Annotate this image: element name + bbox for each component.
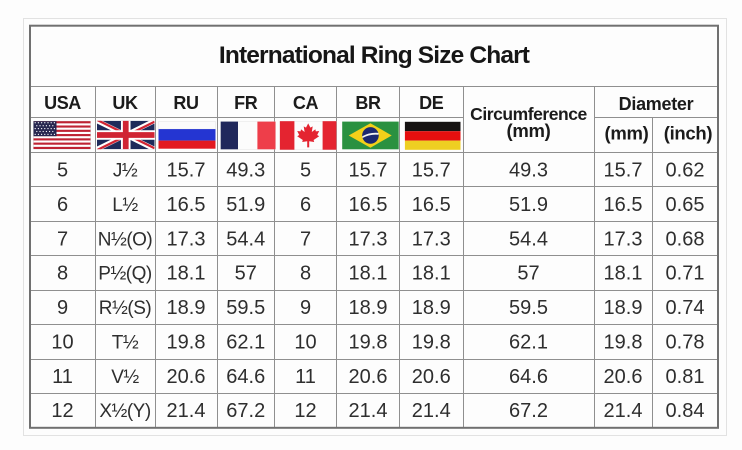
svg-text:19.8: 19.8 (349, 332, 388, 354)
svg-text:0.74: 0.74 (666, 297, 705, 319)
svg-text:RU: RU (173, 93, 198, 113)
svg-text:21.4: 21.4 (604, 400, 643, 422)
svg-text:0.71: 0.71 (666, 263, 705, 285)
svg-text:J½: J½ (113, 161, 138, 182)
svg-text:0.84: 0.84 (666, 400, 705, 422)
svg-text:8: 8 (300, 263, 311, 285)
svg-text:49.3: 49.3 (226, 160, 265, 182)
svg-text:0.65: 0.65 (666, 194, 705, 216)
svg-text:17.3: 17.3 (412, 228, 451, 250)
svg-text:51.9: 51.9 (509, 194, 548, 216)
svg-text:67.2: 67.2 (226, 400, 265, 422)
svg-text:9: 9 (57, 297, 68, 319)
svg-text:International Ring Size Chart: International Ring Size Chart (219, 42, 530, 69)
svg-text:18.1: 18.1 (349, 263, 388, 285)
svg-text:0.68: 0.68 (666, 228, 705, 250)
svg-text:17.3: 17.3 (167, 228, 206, 250)
svg-text:10: 10 (51, 332, 73, 354)
svg-text:59.5: 59.5 (509, 297, 548, 319)
svg-text:X½(Y): X½(Y) (99, 401, 151, 422)
svg-text:15.7: 15.7 (412, 160, 451, 182)
svg-text:7: 7 (300, 228, 311, 250)
svg-text:16.5: 16.5 (349, 194, 388, 216)
svg-text:5: 5 (57, 160, 68, 182)
svg-text:8: 8 (57, 263, 68, 285)
svg-text:18.9: 18.9 (349, 297, 388, 319)
svg-text:51.9: 51.9 (226, 194, 265, 216)
svg-text:18.9: 18.9 (412, 297, 451, 319)
svg-text:18.9: 18.9 (604, 297, 643, 319)
svg-text:59.5: 59.5 (226, 297, 265, 319)
svg-text:54.4: 54.4 (509, 228, 548, 250)
svg-text:21.4: 21.4 (167, 400, 206, 422)
svg-text:(mm): (mm) (506, 120, 550, 141)
svg-text:54.4: 54.4 (226, 228, 265, 250)
svg-text:16.5: 16.5 (604, 194, 643, 216)
svg-text:UK: UK (112, 93, 138, 113)
svg-text:18.9: 18.9 (167, 297, 206, 319)
svg-text:(inch): (inch) (664, 123, 713, 144)
svg-text:19.8: 19.8 (167, 332, 206, 354)
svg-text:DE: DE (419, 93, 444, 113)
svg-text:57: 57 (235, 263, 257, 285)
svg-text:11: 11 (295, 366, 316, 388)
svg-text:16.5: 16.5 (412, 194, 451, 216)
svg-text:Circumference: Circumference (470, 104, 587, 124)
svg-text:17.3: 17.3 (604, 228, 643, 250)
svg-text:62.1: 62.1 (226, 332, 265, 354)
svg-text:67.2: 67.2 (509, 400, 548, 422)
svg-text:15.7: 15.7 (167, 160, 206, 182)
svg-text:7: 7 (57, 228, 68, 250)
svg-text:15.7: 15.7 (349, 160, 388, 182)
svg-text:5: 5 (300, 160, 311, 182)
svg-text:21.4: 21.4 (412, 400, 451, 422)
svg-text:0.78: 0.78 (666, 332, 705, 354)
svg-text:19.8: 19.8 (604, 332, 643, 354)
svg-text:CA: CA (293, 93, 319, 113)
svg-text:18.1: 18.1 (412, 263, 451, 285)
svg-text:T½: T½ (112, 333, 139, 354)
svg-text:V½: V½ (111, 367, 139, 388)
svg-text:57: 57 (517, 263, 539, 285)
svg-text:USA: USA (44, 93, 81, 113)
svg-text:6: 6 (300, 194, 311, 216)
svg-text:18.1: 18.1 (604, 263, 643, 285)
svg-text:49.3: 49.3 (509, 160, 548, 182)
svg-text:(mm): (mm) (604, 123, 648, 144)
svg-text:0.62: 0.62 (666, 160, 705, 182)
svg-text:15.7: 15.7 (604, 160, 643, 182)
svg-text:N½(O): N½(O) (98, 229, 153, 250)
svg-text:16.5: 16.5 (167, 194, 206, 216)
svg-text:9: 9 (300, 297, 311, 319)
svg-text:18.1: 18.1 (167, 263, 206, 285)
svg-text:64.6: 64.6 (509, 366, 548, 388)
svg-text:R½(S): R½(S) (99, 298, 152, 319)
svg-text:20.6: 20.6 (412, 366, 451, 388)
svg-text:L½: L½ (112, 195, 138, 216)
svg-text:20.6: 20.6 (167, 366, 206, 388)
svg-text:Diameter: Diameter (619, 94, 694, 114)
svg-text:0.81: 0.81 (666, 366, 705, 388)
svg-text:64.6: 64.6 (226, 366, 265, 388)
svg-text:17.3: 17.3 (349, 228, 388, 250)
svg-text:20.6: 20.6 (349, 366, 388, 388)
svg-text:6: 6 (57, 194, 68, 216)
svg-text:62.1: 62.1 (509, 332, 548, 354)
svg-text:19.8: 19.8 (412, 332, 451, 354)
svg-text:21.4: 21.4 (349, 400, 388, 422)
svg-text:11: 11 (52, 366, 73, 388)
svg-text:P½(Q): P½(Q) (98, 264, 152, 285)
svg-text:12: 12 (294, 400, 316, 422)
svg-text:FR: FR (234, 93, 258, 113)
svg-text:BR: BR (355, 93, 381, 113)
svg-text:10: 10 (294, 332, 316, 354)
svg-text:12: 12 (51, 400, 73, 422)
svg-text:20.6: 20.6 (604, 366, 643, 388)
